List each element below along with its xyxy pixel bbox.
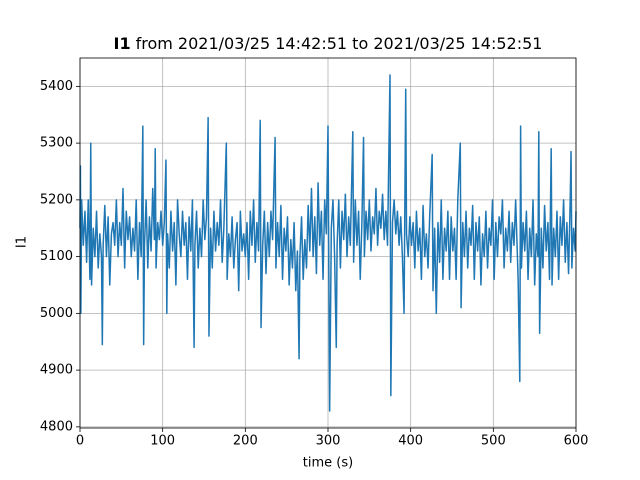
plot-frame [79, 57, 577, 429]
x-tick-label: 200 [233, 434, 258, 449]
title-text: from 2021/03/25 14:42:51 to 2021/03/25 1… [136, 34, 543, 53]
y-tick-label: 5200 [40, 192, 73, 207]
x-tick-label: 100 [150, 434, 175, 449]
y-tick-label: 5100 [40, 249, 73, 264]
x-tick-label: 400 [398, 434, 423, 449]
x-tick-label: 300 [316, 434, 341, 449]
y-axis-label: I1 [15, 236, 30, 248]
y-tick-label: 4900 [40, 363, 73, 378]
data-line [79, 74, 577, 412]
x-tick-label: 0 [76, 434, 84, 449]
y-tick-label: 5300 [40, 136, 73, 151]
y-tick-label: 5000 [40, 306, 73, 321]
chart-title: I1 from 2021/03/25 14:42:51 to 2021/03/25… [114, 34, 543, 53]
y-tick-label: 4800 [40, 419, 73, 434]
title-prefix: I1 [114, 34, 131, 53]
x-tick-label: 600 [564, 434, 589, 449]
y-tick-label: 5400 [40, 79, 73, 94]
x-tick-label: 500 [481, 434, 506, 449]
x-axis-label: time (s) [303, 456, 353, 471]
